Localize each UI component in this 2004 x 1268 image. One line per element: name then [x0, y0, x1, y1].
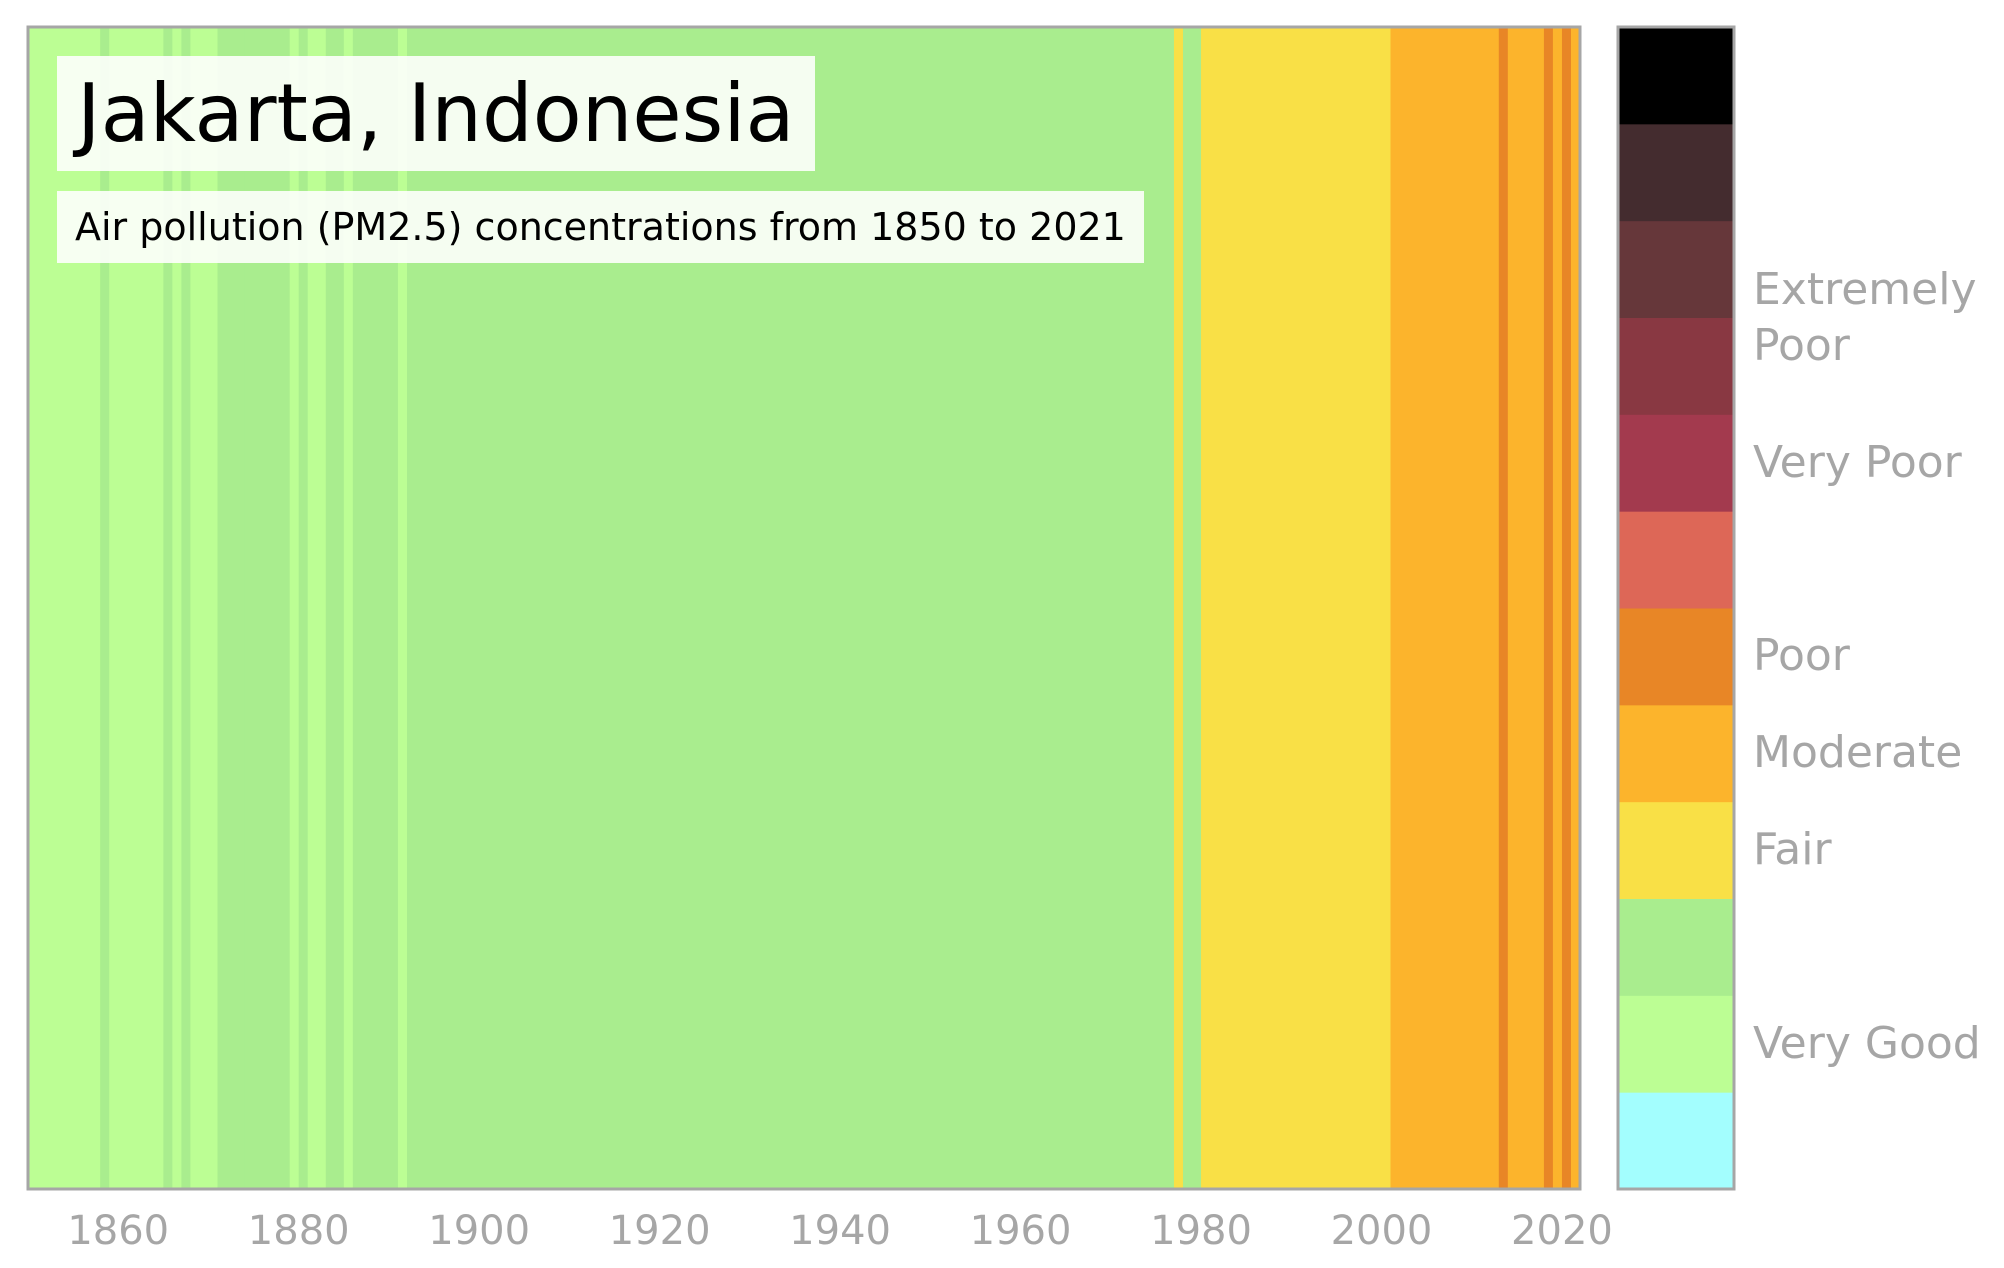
colorbar-swatch: [1618, 317, 1734, 415]
x-tick-label: 1960: [969, 1208, 1072, 1254]
year-stripe: [181, 27, 191, 1189]
year-stripe: [307, 27, 327, 1189]
colorbar-label: Very Good: [1753, 1017, 1981, 1069]
title-box: Jakarta, Indonesia: [57, 56, 815, 171]
x-tick-label: 1940: [789, 1208, 891, 1254]
colorbar-label: Poor: [1753, 630, 1850, 682]
colorbar-swatch: [1618, 27, 1734, 125]
year-stripe: [172, 27, 182, 1189]
year-stripe: [1561, 27, 1572, 1189]
year-stripe: [298, 27, 309, 1189]
colorbar-label: Fair: [1753, 824, 1832, 876]
year-stripe: [1552, 27, 1563, 1189]
chart-subtitle: Air pollution (PM2.5) concentrations fro…: [75, 205, 1126, 249]
colorbar-swatch: [1618, 995, 1734, 1093]
colorbar-swatch: [1618, 123, 1734, 222]
colorbar-frame: [1616, 25, 1736, 1191]
colorbar-label: Moderate: [1753, 727, 1963, 779]
colorbar-label: Extremely Poor: [1753, 263, 1977, 371]
subtitle-box: Air pollution (PM2.5) concentrations fro…: [57, 191, 1144, 263]
x-tick-label: 1860: [67, 1208, 170, 1254]
x-tick-label: 1980: [1150, 1208, 1252, 1254]
year-stripe: [1507, 27, 1545, 1189]
chart-title: Jakarta, Indonesia: [77, 66, 795, 160]
colorbar: [1618, 27, 1734, 1190]
plot-frame: [26, 25, 1582, 1191]
x-tick-label: 1920: [608, 1208, 711, 1254]
x-tick-label: 1880: [247, 1208, 350, 1254]
colorbar-swatch: [1618, 511, 1734, 609]
year-stripe: [1498, 27, 1509, 1189]
year-stripe: [163, 27, 173, 1189]
x-tick-label: 2000: [1330, 1208, 1433, 1254]
year-stripe: [1543, 27, 1554, 1189]
colorbar-swatch: [1618, 801, 1734, 899]
colorbar-swatch: [1618, 220, 1734, 318]
colorbar-swatch: [1618, 898, 1734, 996]
colorbar-swatch: [1618, 608, 1734, 706]
colorbar-swatch: [1618, 704, 1734, 803]
year-stripe: [100, 27, 110, 1189]
year-stripe: [397, 27, 408, 1189]
year-stripe: [1173, 27, 1184, 1189]
colorbar-swatch: [1618, 1092, 1734, 1190]
year-stripe: [325, 27, 345, 1189]
year-stripe: [1570, 27, 1581, 1189]
colorbar-label: Very Poor: [1753, 436, 1962, 488]
year-stripe: [289, 27, 300, 1189]
year-stripe: [1390, 27, 1500, 1189]
x-tick-label: 2020: [1511, 1208, 1613, 1254]
year-stripe: [343, 27, 354, 1189]
year-stripe: [1201, 27, 1392, 1189]
year-stripe: [1182, 27, 1202, 1189]
colorbar-swatch: [1618, 414, 1734, 512]
x-tick-label: 1900: [428, 1208, 531, 1254]
